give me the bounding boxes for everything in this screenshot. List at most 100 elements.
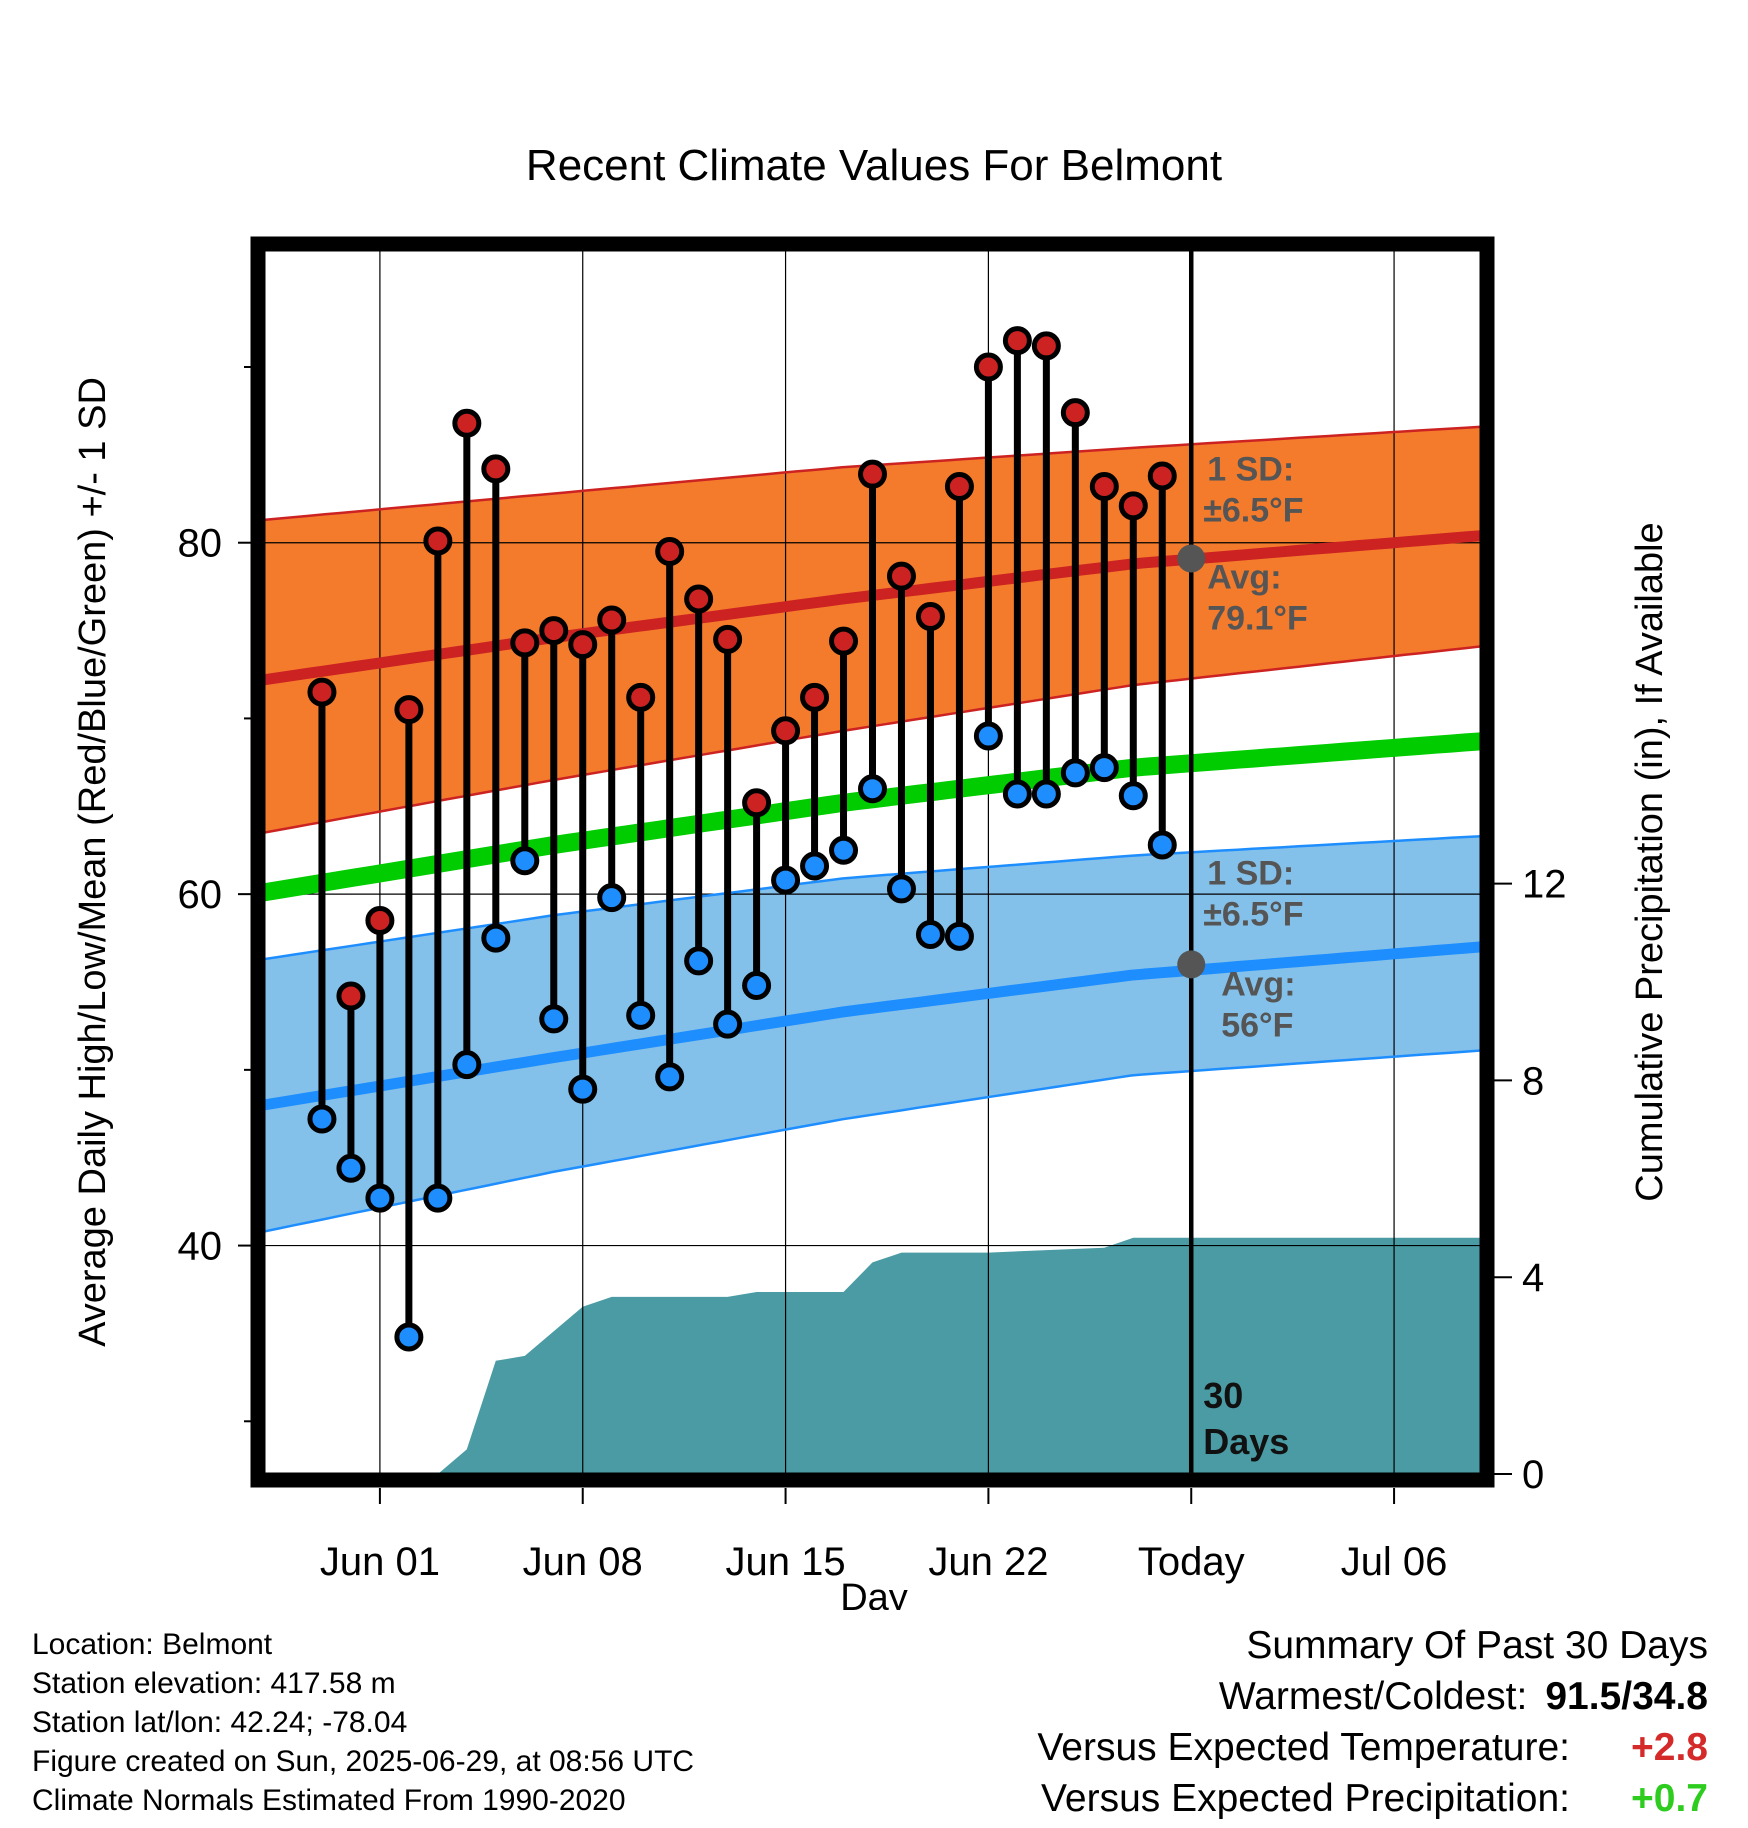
y2-tick-label: 8 (1522, 1059, 1544, 1103)
temp-label: Versus Expected Temperature: (1037, 1726, 1570, 1769)
daily-high-point (394, 695, 424, 725)
daily-low-point (626, 1000, 656, 1030)
daily-low-point (1147, 830, 1177, 860)
daily-low-point (915, 920, 945, 950)
plot-frame (250, 236, 1495, 1488)
daily-high-point (800, 682, 830, 712)
daily-high-point (539, 616, 569, 646)
daily-high-point (597, 605, 627, 635)
x-tick-label: Jun 08 (523, 1540, 643, 1584)
daily-low-point (742, 971, 772, 1001)
daily-high-point (481, 454, 511, 484)
temp-value: +2.8 (1631, 1726, 1708, 1769)
precip-value: +0.7 (1631, 1777, 1708, 1820)
daily-high-point (771, 716, 801, 746)
x-axis-label: Day (840, 1577, 908, 1610)
latlon-text: Station lat/lon: 42.24; -78.04 (32, 1706, 408, 1739)
y2-tick-label: 12 (1522, 863, 1567, 907)
summary-temp-row: Versus Expected Temperature: +2.8 (1037, 1722, 1708, 1773)
normals-text: Climate Normals Estimated From 1990-2020 (32, 1784, 626, 1817)
daily-low-point (713, 1009, 743, 1039)
low-avg-today-marker (1177, 950, 1206, 979)
daily-high-point (307, 677, 337, 707)
daily-high-point (829, 626, 859, 656)
low-sd-lower-line (264, 1049, 1481, 1233)
high-avg-value: 79.1°F (1207, 600, 1308, 638)
low-sd-value: ±6.5°F (1203, 895, 1303, 933)
created-text: Figure created on Sun, 2025-06-29, at 08… (32, 1745, 695, 1778)
daily-high-point (858, 459, 887, 489)
y2-tick-label: 0 (1522, 1453, 1544, 1497)
daily-low-point (800, 851, 830, 881)
daily-high-point (655, 537, 685, 566)
daily-low-point (1089, 753, 1119, 783)
daily-high-point (365, 906, 395, 935)
precip-area (264, 1237, 1481, 1474)
summary-precip-row: Versus Expected Precipitation: +0.7 (1037, 1773, 1708, 1824)
daily-high-point (423, 526, 453, 556)
daily-low-point (858, 774, 887, 804)
low-avg-label: Avg: (1221, 965, 1295, 1003)
chart-title: Recent Climate Values For Belmont (526, 141, 1222, 190)
daily-high-point (886, 561, 916, 591)
daily-high-point (742, 788, 772, 818)
station-info: Location: Belmont Station elevation: 417… (32, 1625, 694, 1820)
x-tick-label: Today (1138, 1540, 1245, 1584)
x-tick-label: Jun 15 (726, 1540, 846, 1584)
daily-low-point (1031, 779, 1061, 809)
warm-cold-value: 91.5/34.8 (1545, 1675, 1708, 1718)
daily-low-point (1060, 758, 1090, 788)
high-avg-today-marker (1177, 544, 1206, 573)
climate-chart: Recent Climate Values For Belmont 30 Days… (72, 141, 1671, 1610)
daily-low-point (944, 921, 974, 951)
x-tick-label: Jun 22 (928, 1540, 1048, 1584)
daily-low-point (1118, 781, 1148, 811)
daily-high-point (510, 628, 540, 658)
daily-low-point (336, 1153, 366, 1183)
daily-low-point (771, 865, 801, 895)
location-text: Location: Belmont (32, 1628, 273, 1661)
daily-high-point (1031, 331, 1061, 361)
daily-high-point (1147, 461, 1177, 491)
low-sd-label: 1 SD: (1207, 854, 1294, 892)
x-tick-label: Jun 01 (320, 1540, 440, 1584)
daily-high-point (626, 682, 656, 712)
daily-high-point (915, 602, 945, 632)
daily-high-point (684, 584, 714, 614)
daily-high-point (452, 408, 482, 438)
daily-low-point (452, 1050, 482, 1080)
low-sd-band (264, 836, 1481, 1232)
y-axis-label: Average Daily High/Low/Mean (Red/Blue/Gr… (72, 377, 114, 1347)
daily-low-point (510, 846, 540, 876)
precip-label: Versus Expected Precipitation: (1041, 1777, 1570, 1820)
y-tick-label: 60 (178, 873, 223, 917)
daily-high-point (1089, 471, 1119, 501)
today-days-label: 30 Days (1203, 1375, 1289, 1462)
daily-high-point (973, 352, 1003, 382)
daily-low-point (423, 1183, 453, 1213)
low-avg-value: 56°F (1221, 1006, 1293, 1044)
daily-low-point (539, 1004, 569, 1034)
summary-panel: Summary Of Past 30 Days Warmest/Coldest:… (1037, 1620, 1708, 1824)
warm-cold-label: Warmest/Coldest: (1218, 1675, 1528, 1718)
high-sd-value: ±6.5°F (1203, 492, 1303, 530)
daily-low-point (597, 883, 627, 913)
summary-warm-cold-row: Warmest/Coldest: 91.5/34.8 (1037, 1671, 1708, 1722)
daily-low-point (1002, 779, 1032, 809)
daily-high-point (1060, 398, 1090, 428)
high-avg-label: Avg: (1207, 559, 1281, 597)
y-tick-label: 40 (178, 1225, 223, 1269)
daily-high-point (336, 981, 366, 1011)
x-tick-label: Jul 06 (1341, 1540, 1448, 1584)
summary-title: Summary Of Past 30 Days (1246, 1624, 1708, 1667)
daily-high-point (944, 471, 974, 501)
daily-high-point (1118, 491, 1148, 521)
daily-low-point (307, 1104, 337, 1134)
elevation-text: Station elevation: 417.58 m (32, 1667, 396, 1700)
y2-axis-label: Cumulative Precipitation (in), If Availa… (1629, 522, 1671, 1201)
daily-low-point (481, 923, 511, 953)
high-sd-label: 1 SD: (1207, 451, 1294, 489)
daily-low-point (886, 874, 916, 904)
daily-low-point (365, 1183, 395, 1213)
daily-high-point (1002, 326, 1032, 356)
